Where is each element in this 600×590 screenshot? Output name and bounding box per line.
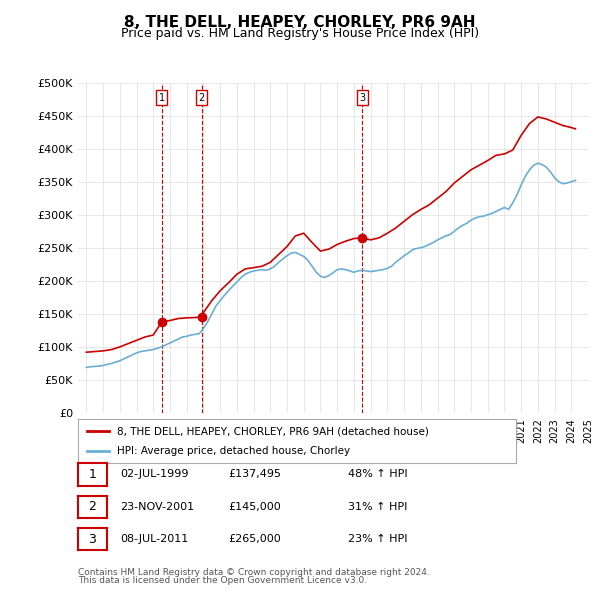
Text: 1: 1 [158, 93, 164, 103]
Text: 1: 1 [88, 468, 97, 481]
Text: 31% ↑ HPI: 31% ↑ HPI [348, 502, 407, 512]
Text: £137,495: £137,495 [228, 470, 281, 479]
Text: 2: 2 [88, 500, 97, 513]
Text: £265,000: £265,000 [228, 535, 281, 544]
Text: 3: 3 [88, 533, 97, 546]
Text: 48% ↑ HPI: 48% ↑ HPI [348, 470, 407, 479]
Text: 2: 2 [199, 93, 205, 103]
Text: HPI: Average price, detached house, Chorley: HPI: Average price, detached house, Chor… [118, 446, 350, 455]
Text: 3: 3 [359, 93, 365, 103]
Text: 8, THE DELL, HEAPEY, CHORLEY, PR6 9AH (detached house): 8, THE DELL, HEAPEY, CHORLEY, PR6 9AH (d… [118, 427, 429, 436]
Text: 23% ↑ HPI: 23% ↑ HPI [348, 535, 407, 544]
Text: Price paid vs. HM Land Registry's House Price Index (HPI): Price paid vs. HM Land Registry's House … [121, 27, 479, 40]
Text: £145,000: £145,000 [228, 502, 281, 512]
Text: This data is licensed under the Open Government Licence v3.0.: This data is licensed under the Open Gov… [78, 576, 367, 585]
Text: 8, THE DELL, HEAPEY, CHORLEY, PR6 9AH: 8, THE DELL, HEAPEY, CHORLEY, PR6 9AH [124, 15, 476, 30]
Text: 02-JUL-1999: 02-JUL-1999 [120, 470, 188, 479]
Text: 08-JUL-2011: 08-JUL-2011 [120, 535, 188, 544]
Text: Contains HM Land Registry data © Crown copyright and database right 2024.: Contains HM Land Registry data © Crown c… [78, 568, 430, 577]
Text: 23-NOV-2001: 23-NOV-2001 [120, 502, 194, 512]
